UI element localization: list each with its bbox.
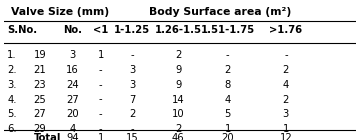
Text: 2: 2 [129,109,136,119]
Text: 27: 27 [66,94,79,105]
Text: 1: 1 [224,124,231,134]
Text: 3: 3 [283,109,289,119]
Text: 1: 1 [98,133,104,140]
Text: -: - [226,50,229,60]
Text: 3: 3 [69,50,76,60]
Text: 10: 10 [172,109,185,119]
Text: 2: 2 [224,65,231,75]
Text: 4.: 4. [7,94,17,105]
Text: 12: 12 [279,133,292,140]
Text: 24: 24 [66,80,79,90]
Text: S.No.: S.No. [7,25,37,35]
Text: Total: Total [33,133,61,140]
Text: 94: 94 [66,133,79,140]
Text: -: - [131,50,134,60]
Text: 9: 9 [175,80,181,90]
Text: 16: 16 [66,65,79,75]
Text: 21: 21 [33,65,46,75]
Text: 20: 20 [221,133,234,140]
Text: 2.: 2. [7,65,17,75]
Text: -: - [131,124,134,134]
Text: -: - [99,65,103,75]
Text: 1.26-1.5: 1.26-1.5 [155,25,202,35]
Text: 1.51-1.75: 1.51-1.75 [201,25,255,35]
Text: 2: 2 [283,65,289,75]
Text: 4: 4 [283,80,289,90]
Text: 46: 46 [172,133,185,140]
Text: 15: 15 [126,133,139,140]
Text: -: - [99,94,103,105]
Text: 5.: 5. [7,109,17,119]
Text: >1.76: >1.76 [269,25,302,35]
Text: 2: 2 [283,94,289,105]
Text: 19: 19 [33,50,46,60]
Text: -: - [284,50,288,60]
Text: 9: 9 [175,65,181,75]
Text: 23: 23 [33,80,46,90]
Text: 3: 3 [129,65,135,75]
Text: No.: No. [63,25,82,35]
Text: Body Surface area (m²): Body Surface area (m²) [149,7,292,17]
Text: 1.: 1. [7,50,17,60]
Text: 8: 8 [225,80,231,90]
Text: 2: 2 [175,50,181,60]
Text: 27: 27 [33,109,46,119]
Text: 6.: 6. [7,124,17,134]
Text: 1-1.25: 1-1.25 [114,25,150,35]
Text: 4: 4 [69,124,76,134]
Text: 2: 2 [175,124,181,134]
Text: 20: 20 [66,109,79,119]
Text: -: - [99,124,103,134]
Text: 1: 1 [283,124,289,134]
Text: <1: <1 [93,25,108,35]
Text: 4: 4 [225,94,231,105]
Text: Valve Size (mm): Valve Size (mm) [11,7,109,17]
Text: -: - [99,80,103,90]
Text: 7: 7 [129,94,136,105]
Text: 1: 1 [98,50,104,60]
Text: 29: 29 [33,124,46,134]
Text: 25: 25 [33,94,46,105]
Text: 3: 3 [129,80,135,90]
Text: 3.: 3. [7,80,17,90]
Text: 5: 5 [224,109,231,119]
Text: 14: 14 [172,94,185,105]
Text: -: - [99,109,103,119]
